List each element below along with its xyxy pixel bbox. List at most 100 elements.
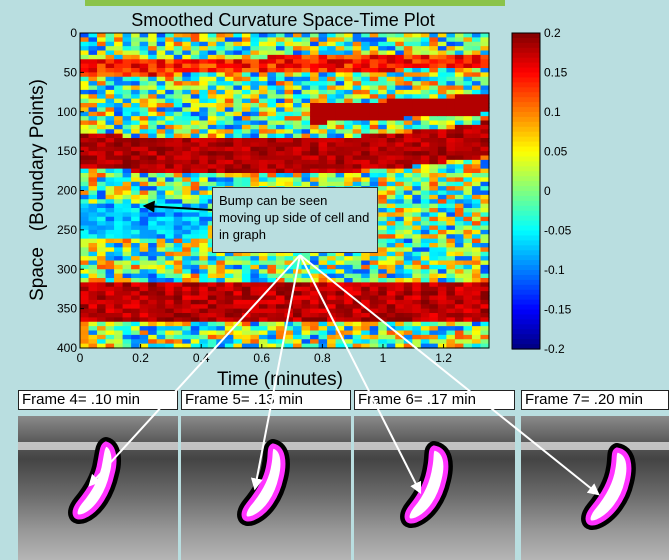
heatmap-cell <box>463 120 473 126</box>
heatmap-cell <box>156 33 166 38</box>
heatmap-cell <box>403 225 413 231</box>
heatmap-cell <box>420 173 430 178</box>
heatmap-cell <box>361 116 371 122</box>
heatmap-cell <box>369 68 379 73</box>
heatmap-cell <box>233 273 243 279</box>
heatmap-cell <box>88 194 98 200</box>
heatmap-cell <box>361 111 371 117</box>
heatmap-cell <box>301 133 311 139</box>
heatmap-cell <box>105 243 115 248</box>
heatmap-cell <box>258 138 269 143</box>
heatmap-cell <box>224 339 234 345</box>
heatmap-cell <box>293 111 303 117</box>
heatmap-cell <box>275 94 286 100</box>
heatmap-cell <box>148 173 158 178</box>
heatmap-cell <box>403 221 413 227</box>
heatmap-cell <box>275 291 286 297</box>
heatmap-cell <box>437 299 447 305</box>
heatmap-cell <box>344 116 354 122</box>
colorbar-swatch <box>512 176 540 182</box>
heatmap-cell <box>182 278 192 283</box>
heatmap-cell <box>301 138 311 143</box>
heatmap-cell <box>80 54 90 60</box>
heatmap-cell <box>156 212 166 218</box>
heatmap-cell <box>395 138 405 143</box>
heatmap-cell <box>403 238 413 244</box>
heatmap-cell <box>173 181 183 187</box>
heatmap-cell <box>182 321 192 327</box>
heatmap-cell <box>344 295 354 301</box>
heatmap-cell <box>429 317 439 323</box>
y-tick-label: 150 <box>57 144 77 158</box>
heatmap-cell <box>361 326 371 332</box>
heatmap-cell <box>293 146 303 152</box>
heatmap-cell <box>454 63 465 69</box>
heatmap-cell <box>148 103 158 108</box>
heatmap-cell <box>88 326 98 332</box>
heatmap-cell <box>403 107 413 113</box>
y-tick-label: 250 <box>57 223 77 237</box>
heatmap-cell <box>463 334 473 340</box>
heatmap-cell <box>182 50 192 56</box>
heatmap-cell <box>216 251 226 257</box>
heatmap-cell <box>352 308 362 314</box>
heatmap-cell <box>301 313 311 318</box>
heatmap-cell <box>199 330 209 336</box>
heatmap-cell <box>88 41 98 47</box>
heatmap-cell <box>80 229 90 235</box>
heatmap-cell <box>480 37 490 43</box>
heatmap-cell <box>429 190 439 196</box>
heatmap-cell <box>403 85 413 91</box>
heatmap-cell <box>344 273 354 279</box>
heatmap-cell <box>233 98 243 104</box>
heatmap-cell <box>105 146 115 152</box>
colorbar-swatch <box>512 314 540 320</box>
heatmap-cell <box>114 317 124 323</box>
heatmap-cell <box>250 313 260 318</box>
heatmap-cell <box>216 59 226 65</box>
heatmap-cell <box>114 269 124 275</box>
heatmap-cell <box>275 269 286 275</box>
heatmap-cell <box>335 291 345 297</box>
heatmap-cell <box>80 194 90 200</box>
heatmap-cell <box>318 295 328 301</box>
heatmap-cell <box>233 54 243 60</box>
heatmap-cell <box>190 72 200 78</box>
heatmap-cell <box>352 282 362 288</box>
heatmap-cell <box>250 85 260 91</box>
heatmap-cell <box>437 120 447 126</box>
heatmap-cell <box>88 63 98 69</box>
heatmap-cell <box>395 72 405 78</box>
heatmap-cell <box>344 330 354 336</box>
heatmap-cell <box>156 37 166 43</box>
heatmap-cell <box>403 81 413 87</box>
heatmap-cell <box>378 146 388 152</box>
heatmap-cell <box>233 159 243 165</box>
heatmap-cell <box>403 260 413 266</box>
heatmap-cell <box>241 146 252 152</box>
heatmap-cell <box>386 133 396 139</box>
heatmap-cell <box>156 295 166 301</box>
heatmap-cell <box>182 208 192 213</box>
heatmap-cell <box>80 50 90 56</box>
heatmap-cell <box>310 37 320 43</box>
heatmap-cell <box>173 68 183 73</box>
heatmap-cell <box>454 216 465 222</box>
heatmap-cell <box>412 203 422 209</box>
heatmap-cell <box>310 98 320 104</box>
heatmap-cell <box>327 295 337 301</box>
heatmap-cell <box>216 46 226 52</box>
heatmap-cell <box>173 291 183 297</box>
heatmap-cell <box>275 308 286 314</box>
heatmap-cell <box>378 116 388 122</box>
heatmap-cell <box>275 330 286 336</box>
heatmap-cell <box>97 37 107 43</box>
heatmap-cell <box>395 98 405 104</box>
heatmap-cell <box>105 111 115 117</box>
heatmap-cell <box>258 299 269 305</box>
heatmap-cell <box>80 133 90 139</box>
heatmap-cell <box>105 54 115 60</box>
heatmap-cell <box>412 81 422 87</box>
heatmap-cell <box>352 89 362 95</box>
heatmap-cell <box>378 129 388 135</box>
